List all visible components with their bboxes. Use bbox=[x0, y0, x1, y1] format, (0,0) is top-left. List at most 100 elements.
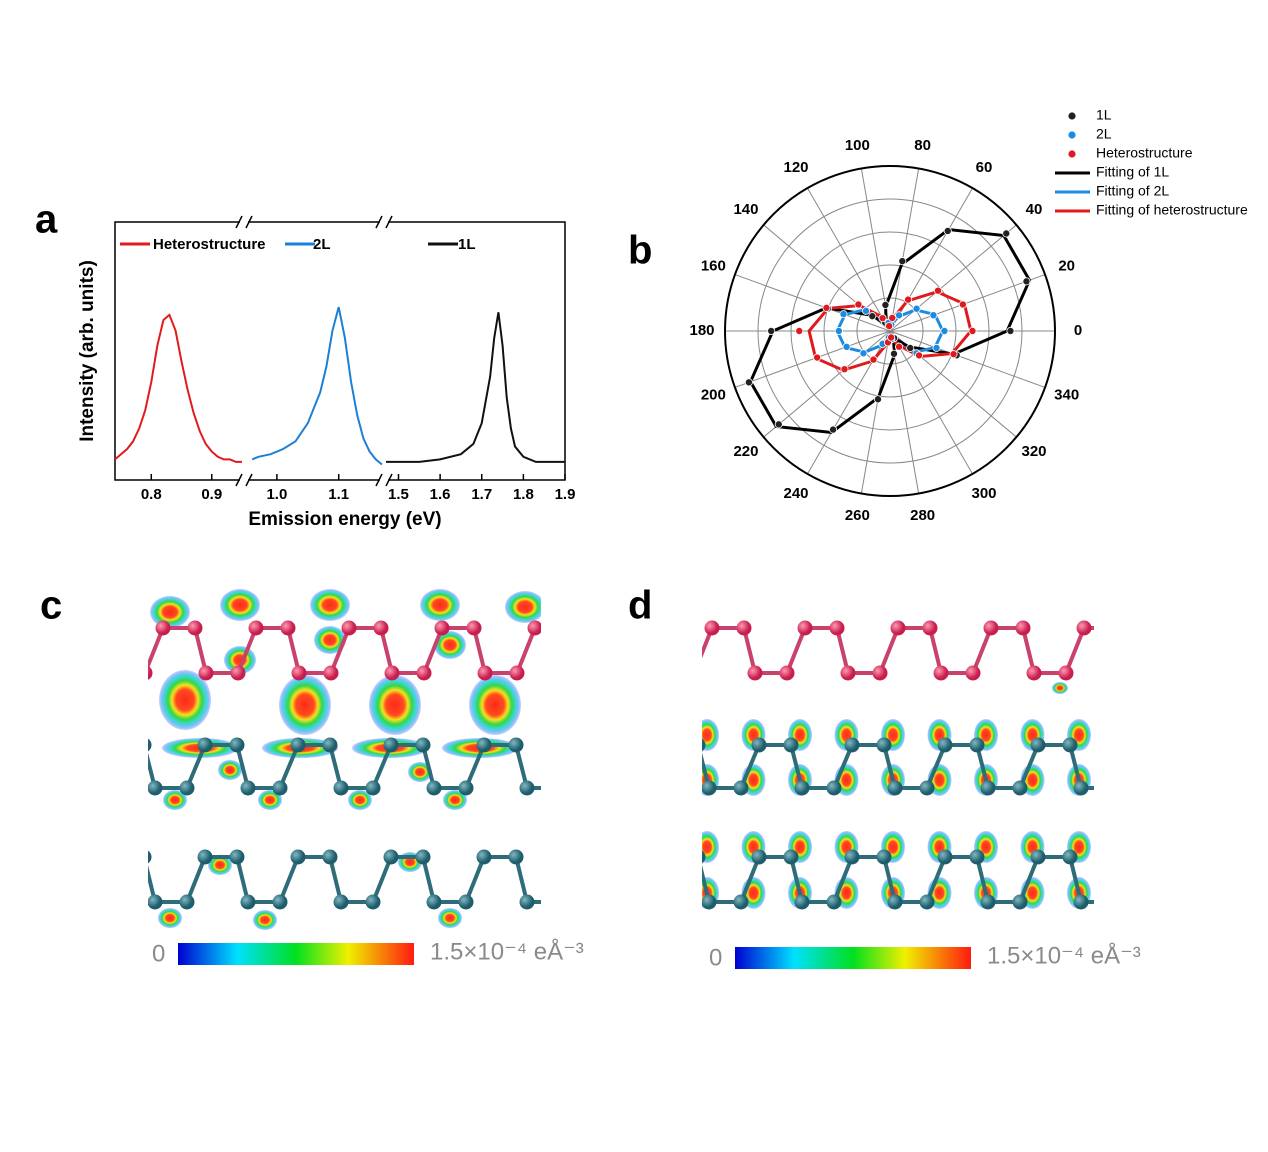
data-point bbox=[859, 349, 868, 358]
spectrum-line bbox=[251, 306, 383, 466]
bond bbox=[1021, 627, 1036, 674]
atom bbox=[1170, 621, 1185, 636]
grid-spoke bbox=[763, 330, 891, 438]
atom bbox=[384, 665, 400, 681]
atom bbox=[919, 894, 935, 910]
atom bbox=[187, 620, 203, 636]
atom bbox=[687, 666, 702, 681]
charge-density bbox=[505, 591, 541, 623]
charge-density bbox=[279, 675, 331, 735]
bond bbox=[193, 627, 208, 674]
bond bbox=[1163, 745, 1174, 788]
atom bbox=[1213, 666, 1228, 681]
angle-tick-label: 240 bbox=[783, 485, 808, 502]
atom bbox=[466, 620, 482, 636]
legend-label: Fitting of 1L bbox=[1096, 164, 1169, 180]
bond bbox=[1018, 856, 1040, 903]
atom bbox=[1106, 781, 1121, 796]
atom bbox=[1199, 781, 1214, 796]
atom bbox=[105, 738, 120, 753]
atom bbox=[322, 737, 338, 753]
atom bbox=[844, 737, 860, 753]
bond bbox=[785, 627, 807, 674]
atom bbox=[704, 620, 720, 636]
colorbar-min-label: 0 bbox=[152, 940, 165, 967]
axis-break bbox=[235, 473, 243, 487]
data-point bbox=[839, 310, 848, 319]
atom bbox=[1030, 849, 1046, 865]
atom bbox=[645, 781, 660, 796]
data-point bbox=[767, 326, 776, 335]
bond bbox=[148, 627, 165, 671]
grid-spoke bbox=[889, 224, 1017, 332]
atom bbox=[290, 849, 306, 865]
atom bbox=[383, 737, 399, 753]
atom bbox=[655, 666, 670, 681]
legend-swatch bbox=[1068, 150, 1076, 158]
angle-tick-label: 220 bbox=[733, 443, 758, 460]
angle-tick-label: 300 bbox=[971, 485, 996, 502]
x-tick-label: 1.6 bbox=[430, 486, 451, 503]
atom bbox=[1062, 849, 1078, 865]
colorbar bbox=[735, 947, 971, 969]
angle-tick-label: 340 bbox=[1054, 386, 1079, 403]
structure bbox=[655, 620, 1228, 910]
angle-tick-label: 320 bbox=[1022, 443, 1047, 460]
angle-tick-label: 260 bbox=[845, 507, 870, 524]
atom bbox=[1202, 621, 1217, 636]
atom bbox=[980, 780, 996, 796]
atom bbox=[602, 738, 617, 753]
angle-tick-label: 180 bbox=[689, 322, 714, 339]
atom bbox=[365, 894, 381, 910]
panel-label: c bbox=[40, 584, 62, 628]
atom bbox=[290, 737, 306, 753]
atom bbox=[291, 665, 307, 681]
charge-density bbox=[438, 908, 462, 928]
atom bbox=[197, 849, 213, 865]
atom bbox=[876, 737, 892, 753]
axis-break-gap bbox=[240, 477, 248, 483]
charge-density bbox=[158, 908, 182, 928]
atom bbox=[1073, 894, 1089, 910]
plot-frame bbox=[114, 221, 566, 481]
atom bbox=[783, 737, 799, 753]
atom bbox=[733, 894, 749, 910]
data-point bbox=[869, 355, 878, 364]
atom bbox=[570, 850, 585, 865]
bond bbox=[1068, 856, 1083, 903]
angle-tick-label: 140 bbox=[733, 201, 758, 218]
data-point bbox=[854, 300, 863, 309]
bond bbox=[371, 744, 393, 789]
data-point bbox=[912, 304, 921, 313]
legend-label: Fitting of heterostructure bbox=[1096, 202, 1248, 218]
atom bbox=[983, 620, 999, 636]
atom bbox=[919, 780, 935, 796]
atom bbox=[736, 620, 752, 636]
data-point bbox=[822, 303, 831, 312]
bond bbox=[878, 627, 900, 674]
bond bbox=[882, 856, 897, 903]
bond bbox=[925, 744, 947, 789]
atom bbox=[702, 780, 717, 796]
axis-break bbox=[245, 215, 253, 229]
bond bbox=[928, 627, 943, 674]
atom bbox=[179, 780, 195, 796]
atom bbox=[937, 737, 953, 753]
legend-label: Heterostructure bbox=[1096, 145, 1193, 161]
bond bbox=[660, 628, 671, 673]
atom bbox=[552, 895, 567, 910]
charge-density bbox=[434, 631, 466, 659]
spectrum-line bbox=[386, 312, 565, 463]
colorbar-min-label: 0 bbox=[709, 944, 722, 971]
charge-density bbox=[163, 790, 187, 810]
atom bbox=[476, 737, 492, 753]
atom bbox=[1026, 665, 1042, 681]
atom bbox=[779, 665, 795, 681]
data-point bbox=[813, 353, 822, 362]
axis-break bbox=[385, 473, 393, 487]
atom bbox=[571, 666, 586, 681]
atom bbox=[844, 849, 860, 865]
charge-density bbox=[310, 589, 350, 621]
data-point bbox=[842, 342, 851, 351]
atom bbox=[148, 780, 163, 796]
